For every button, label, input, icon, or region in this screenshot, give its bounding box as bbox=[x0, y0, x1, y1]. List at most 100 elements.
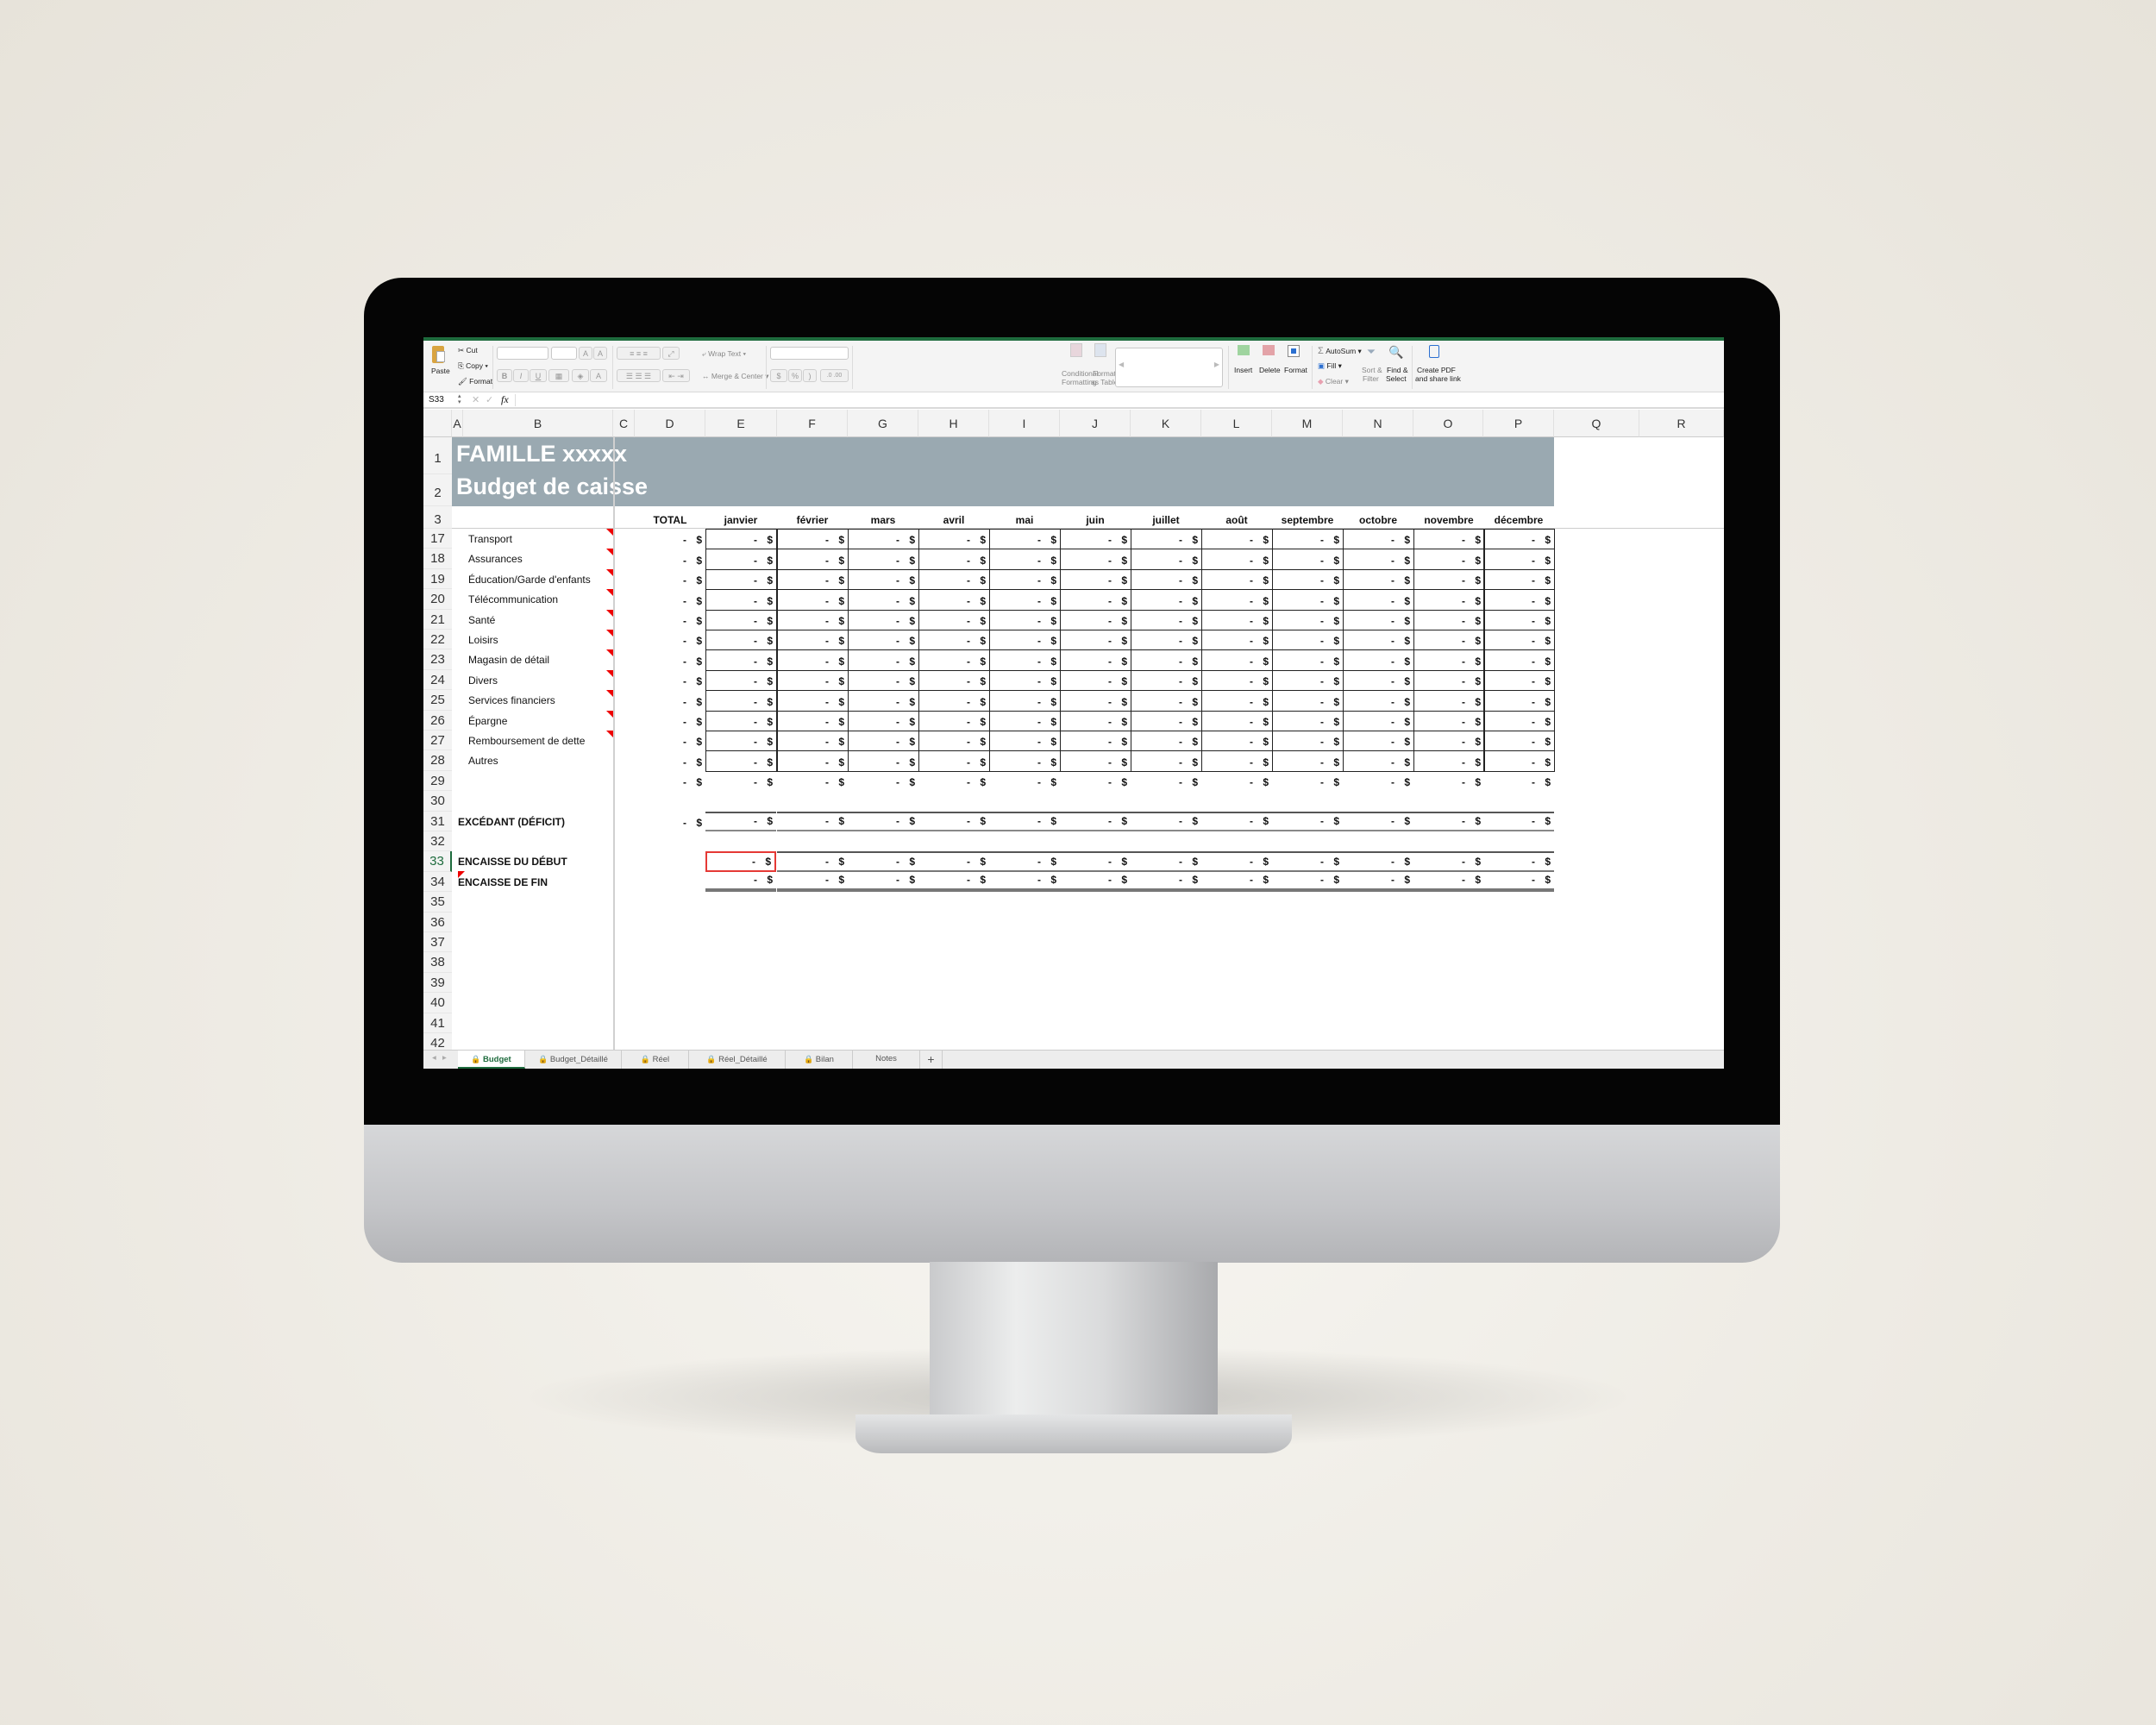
row-header-3[interactable]: 3 bbox=[423, 506, 452, 529]
column-header-A[interactable]: A bbox=[452, 410, 463, 437]
month-cell[interactable]: - $ bbox=[1131, 750, 1202, 772]
month-cell[interactable]: - $ bbox=[1060, 851, 1131, 872]
month-cell[interactable]: - $ bbox=[1483, 609, 1555, 630]
row-header-17[interactable]: 17 bbox=[423, 529, 452, 549]
comment-indicator[interactable] bbox=[606, 529, 613, 536]
row-header-26[interactable]: 26 bbox=[423, 710, 452, 731]
shrink-font-button[interactable]: A bbox=[593, 347, 607, 360]
month-cell[interactable]: - $ bbox=[1060, 872, 1131, 893]
month-cell[interactable]: - $ bbox=[1343, 609, 1414, 630]
month-cell[interactable]: - $ bbox=[705, 630, 777, 651]
month-cell[interactable]: - $ bbox=[1413, 649, 1485, 671]
month-cell[interactable]: - $ bbox=[918, 609, 990, 630]
month-cell[interactable]: - $ bbox=[848, 710, 919, 731]
comment-indicator[interactable] bbox=[458, 870, 465, 878]
month-cell[interactable]: - $ bbox=[1131, 609, 1202, 630]
row-header-20[interactable]: 20 bbox=[423, 589, 452, 610]
percent-button[interactable]: % bbox=[788, 369, 802, 382]
month-cell[interactable]: - $ bbox=[1060, 609, 1131, 630]
row-header-2[interactable]: 2 bbox=[423, 474, 452, 506]
month-cell[interactable]: - $ bbox=[1201, 568, 1273, 591]
month-cell[interactable]: - $ bbox=[848, 630, 919, 651]
month-cell[interactable]: - $ bbox=[918, 669, 990, 692]
sort-filter-button[interactable]: ⏷ Sort & Filter bbox=[1361, 345, 1382, 390]
copy-button[interactable]: ⎘ Copy ▾ bbox=[458, 361, 488, 370]
month-cell[interactable]: - $ bbox=[1131, 669, 1202, 692]
column-header-I[interactable]: I bbox=[989, 410, 1060, 437]
autosum-button[interactable]: Σ AutoSum ▾ bbox=[1318, 346, 1362, 356]
comment-indicator[interactable] bbox=[606, 568, 613, 576]
month-cell[interactable]: - $ bbox=[1413, 811, 1484, 831]
tab-scroll-right[interactable]: ▸ bbox=[442, 1053, 447, 1063]
row-header-25[interactable]: 25 bbox=[423, 690, 452, 711]
month-cell[interactable]: - $ bbox=[1343, 851, 1413, 872]
month-cell[interactable]: - $ bbox=[1343, 771, 1413, 791]
month-cell[interactable]: - $ bbox=[848, 750, 919, 772]
month-cell[interactable]: - $ bbox=[848, 851, 918, 872]
fill-color-button[interactable]: ◈ bbox=[572, 369, 589, 382]
month-cell[interactable]: - $ bbox=[1272, 750, 1344, 772]
fill-button[interactable]: ▣ Fill ▾ bbox=[1318, 361, 1342, 370]
month-cell[interactable]: - $ bbox=[1131, 872, 1201, 893]
column-header-M[interactable]: M bbox=[1272, 410, 1343, 437]
month-cell[interactable]: - $ bbox=[1413, 529, 1485, 550]
cut-button[interactable]: ✂ Cut bbox=[458, 346, 478, 354]
comment-indicator[interactable] bbox=[606, 731, 613, 737]
month-cell[interactable]: - $ bbox=[848, 872, 918, 893]
format-as-table-button[interactable]: Format as Table bbox=[1091, 343, 1119, 392]
month-cell[interactable]: - $ bbox=[848, 811, 918, 831]
month-cell[interactable]: - $ bbox=[1483, 710, 1555, 731]
month-cell[interactable]: - $ bbox=[1201, 589, 1273, 611]
month-cell[interactable]: - $ bbox=[989, 630, 1061, 651]
row-header-24[interactable]: 24 bbox=[423, 669, 452, 691]
tab-réel[interactable]: 🔒 Réel bbox=[622, 1051, 689, 1069]
font-name-dropdown[interactable] bbox=[497, 347, 548, 360]
select-all-corner[interactable] bbox=[423, 410, 452, 437]
month-cell[interactable]: - $ bbox=[1483, 851, 1554, 872]
column-header-O[interactable]: O bbox=[1413, 410, 1483, 437]
month-cell[interactable]: - $ bbox=[1272, 851, 1343, 872]
month-cell[interactable]: - $ bbox=[1413, 549, 1485, 570]
month-cell[interactable]: - $ bbox=[1201, 669, 1273, 692]
month-cell[interactable]: - $ bbox=[1272, 731, 1344, 752]
month-cell[interactable]: - $ bbox=[705, 851, 776, 872]
bold-button[interactable]: B bbox=[497, 369, 512, 382]
tab-réel_détaillé[interactable]: 🔒 Réel_Détaillé bbox=[689, 1051, 786, 1069]
decimal-buttons[interactable]: .0 .00 bbox=[820, 369, 849, 382]
month-cell[interactable]: - $ bbox=[1272, 568, 1344, 591]
column-header-J[interactable]: J bbox=[1060, 410, 1131, 437]
column-header-G[interactable]: G bbox=[848, 410, 918, 437]
month-cell[interactable]: - $ bbox=[1131, 529, 1202, 550]
month-cell[interactable]: - $ bbox=[1201, 630, 1273, 651]
month-cell[interactable]: - $ bbox=[705, 669, 777, 692]
month-cell[interactable]: - $ bbox=[1483, 630, 1555, 651]
month-cell[interactable]: - $ bbox=[848, 649, 919, 671]
month-cell[interactable]: - $ bbox=[705, 750, 777, 772]
month-cell[interactable]: - $ bbox=[989, 649, 1061, 671]
month-cell[interactable]: - $ bbox=[1413, 851, 1484, 872]
month-cell[interactable]: - $ bbox=[777, 630, 849, 651]
month-cell[interactable]: - $ bbox=[1272, 710, 1344, 731]
month-cell[interactable]: - $ bbox=[1060, 771, 1131, 791]
tab-bilan[interactable]: 🔒 Bilan bbox=[786, 1051, 853, 1069]
month-cell[interactable]: - $ bbox=[848, 669, 919, 692]
month-cell[interactable]: - $ bbox=[1131, 649, 1202, 671]
month-cell[interactable]: - $ bbox=[1060, 669, 1131, 692]
format-painter-button[interactable]: 🖌 Format bbox=[458, 377, 493, 386]
month-cell[interactable]: - $ bbox=[989, 731, 1061, 752]
month-cell[interactable]: - $ bbox=[1272, 811, 1343, 831]
name-box-stepper[interactable]: ▴ ▾ bbox=[458, 393, 461, 405]
month-cell[interactable]: - $ bbox=[989, 609, 1061, 630]
grow-font-button[interactable]: A bbox=[579, 347, 592, 360]
month-cell[interactable]: - $ bbox=[777, 750, 849, 772]
month-cell[interactable]: - $ bbox=[1131, 771, 1201, 791]
enter-icon[interactable]: ✓ bbox=[486, 395, 494, 405]
month-cell[interactable]: - $ bbox=[705, 731, 777, 752]
month-cell[interactable]: - $ bbox=[1272, 690, 1344, 712]
month-cell[interactable]: - $ bbox=[1483, 649, 1555, 671]
tab-scroll-left[interactable]: ◂ bbox=[432, 1053, 436, 1063]
borders-button[interactable]: ▦ bbox=[548, 369, 569, 382]
column-header-L[interactable]: L bbox=[1201, 410, 1272, 437]
month-cell[interactable]: - $ bbox=[848, 589, 919, 611]
month-cell[interactable]: - $ bbox=[1343, 872, 1413, 893]
